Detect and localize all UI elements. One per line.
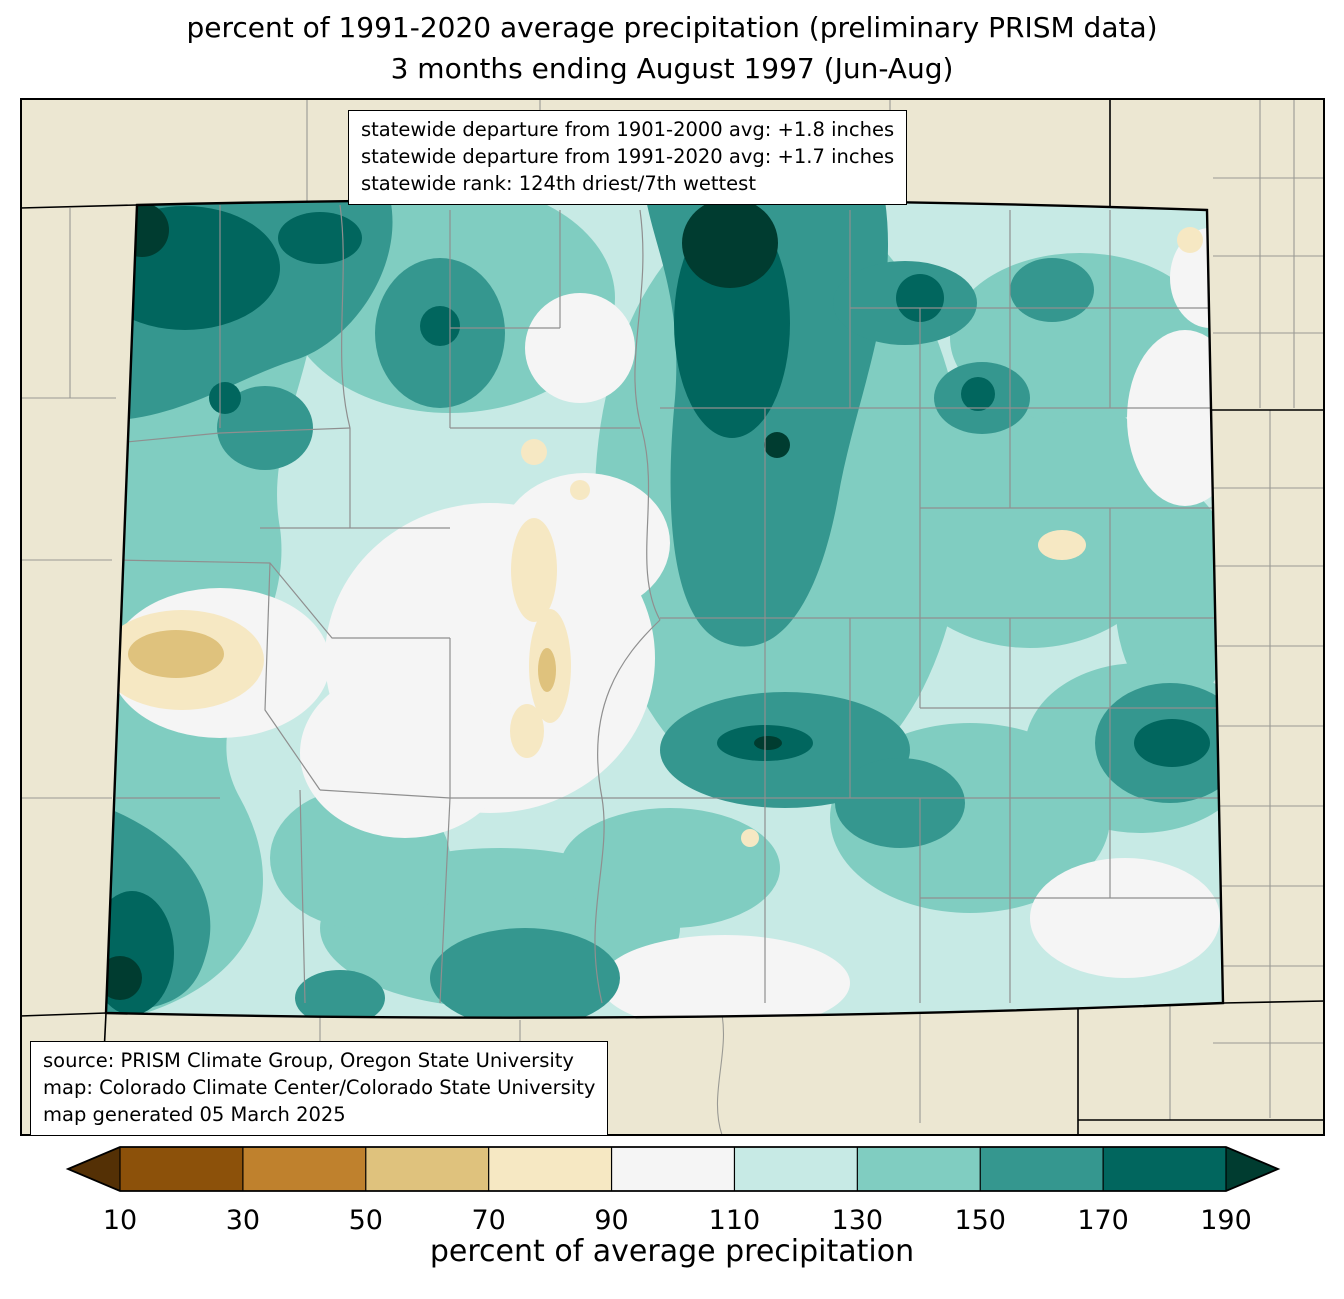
colorbar-segment <box>1103 1147 1226 1191</box>
figure-title: percent of 1991-2020 average precipitati… <box>0 8 1344 89</box>
precipitation-contours <box>106 199 1223 1018</box>
colorbar-segment <box>488 1147 612 1191</box>
map-frame <box>20 98 1325 1136</box>
colorbar-under-arrow <box>68 1147 120 1191</box>
colorbar-tick-label: 50 <box>349 1205 383 1236</box>
colorbar-segment <box>365 1147 489 1191</box>
contour-level-170 <box>106 206 1210 1015</box>
source-box: source: PRISM Climate Group, Oregon Stat… <box>30 1041 609 1136</box>
source-line: source: PRISM Climate Group, Oregon Stat… <box>43 1049 574 1072</box>
colorbar-segment <box>242 1147 366 1191</box>
colorbar-tick-label: 110 <box>709 1205 761 1236</box>
colorbar-segment <box>734 1147 858 1191</box>
colorbar-over-arrow <box>1226 1147 1278 1191</box>
colorbar-tick-label: 30 <box>226 1205 260 1236</box>
title-line-2: 3 months ending August 1997 (Jun-Aug) <box>390 51 954 85</box>
colorbar-outline <box>65 1146 1281 1192</box>
colorbar-segment <box>980 1147 1104 1191</box>
colorbar-segment <box>611 1147 735 1191</box>
precipitation-map <box>20 98 1325 1136</box>
colorbar-tick-label: 150 <box>954 1205 1006 1236</box>
stats-departure-1991-2020: statewide departure from 1991-2020 avg: … <box>361 144 895 168</box>
colorbar-tick-label: 90 <box>594 1205 628 1236</box>
colorbar-axis-label: percent of average precipitation <box>429 1234 915 1269</box>
county-lines <box>115 204 1221 1004</box>
colorbar-tick-label: 130 <box>832 1205 884 1236</box>
generated-date-line: map generated 05 March 2025 <box>43 1102 346 1126</box>
stats-departure-1901-2000: statewide departure from 1901-2000 avg: … <box>361 118 895 141</box>
colorbar-tick-label: 170 <box>1077 1205 1129 1236</box>
contour-level-50-70 <box>128 630 556 692</box>
colorbar-tick-label: 190 <box>1200 1205 1252 1236</box>
neighbor-county-lines <box>20 98 1325 1136</box>
colorbar-segment <box>857 1147 981 1191</box>
colorbar-tick-label: 10 <box>103 1205 137 1236</box>
stats-rank: statewide rank: 124th driest/7th wettest <box>361 171 756 195</box>
colorbar-tick-label: 70 <box>471 1205 505 1236</box>
title-line-1: percent of 1991-2020 average precipitati… <box>186 11 1158 44</box>
colorbar-segment <box>120 1147 243 1191</box>
colorbar: 10 30 50 70 90 110 130 150 170 190 <box>65 1146 1281 1236</box>
map-credit-line: map: Colorado Climate Center/Colorado St… <box>43 1075 596 1099</box>
stats-box: statewide departure from 1901-2000 avg: … <box>348 110 908 205</box>
